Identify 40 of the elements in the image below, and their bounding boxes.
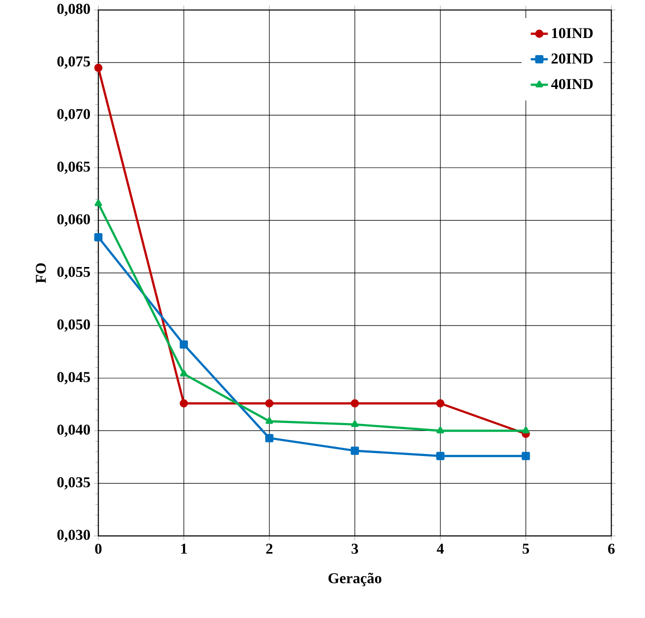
point xyxy=(436,399,444,408)
point xyxy=(94,199,102,206)
point xyxy=(436,452,444,460)
point xyxy=(266,417,274,424)
y-tick-label: 0,060 xyxy=(57,214,90,226)
y-tick-label: 0,050 xyxy=(57,319,90,332)
x-tick-label: 5 xyxy=(522,544,530,554)
legend-label: 10IND xyxy=(552,28,593,38)
y-tick-label: 0,035 xyxy=(57,477,90,490)
point xyxy=(350,446,359,455)
x-axis-title: Geração xyxy=(328,572,382,586)
point xyxy=(180,399,188,408)
point xyxy=(436,426,444,434)
x-tick-label: 4 xyxy=(436,544,444,554)
point xyxy=(180,370,188,377)
point xyxy=(265,434,274,442)
legend-label: 40IND xyxy=(551,78,593,90)
point xyxy=(180,340,188,349)
legend-label: 20IND xyxy=(552,54,593,64)
x-tick-label: 3 xyxy=(352,544,358,554)
point xyxy=(351,420,359,428)
y-tick-label: 0,080 xyxy=(57,4,90,16)
y-tick-label: 0,045 xyxy=(57,372,90,384)
point xyxy=(265,399,274,408)
x-tick-label: 0 xyxy=(95,544,102,554)
y-tick-label: 0,055 xyxy=(57,266,90,280)
point xyxy=(94,64,102,72)
y-axis-title: FO xyxy=(36,263,46,284)
y-tick-label: 0,075 xyxy=(57,56,90,69)
point xyxy=(94,233,102,242)
y-tick-label: 0,030 xyxy=(57,530,90,542)
point xyxy=(522,452,530,460)
x-tick-label: 1 xyxy=(181,544,187,554)
x-tick-label: 2 xyxy=(266,544,272,554)
point xyxy=(522,426,530,434)
y-tick-label: 0,070 xyxy=(57,108,90,122)
x-tick-label: 6 xyxy=(608,544,615,554)
y-tick-label: 0,065 xyxy=(57,162,90,174)
point xyxy=(350,399,359,408)
y-tick-label: 0,040 xyxy=(57,424,90,437)
